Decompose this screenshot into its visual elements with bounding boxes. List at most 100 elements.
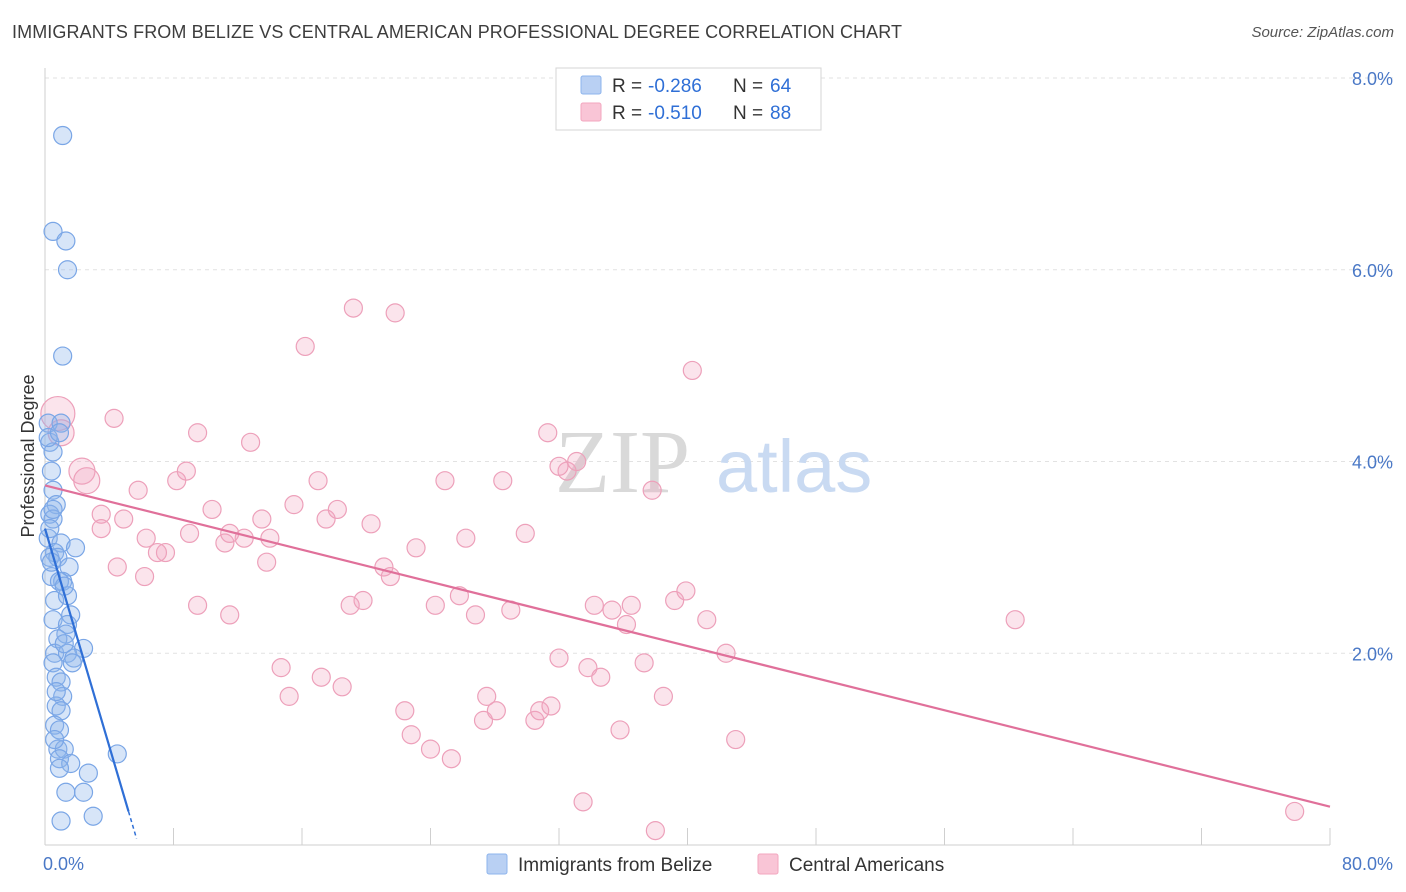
central-point-79 [682, 360, 702, 381]
central-point-26 [271, 658, 291, 678]
series-label-central: Central Americans [789, 855, 944, 876]
legend-r-label-2: R = [612, 103, 642, 124]
belize-point-50 [49, 758, 70, 778]
central-point-4 [104, 408, 124, 428]
central-point-34 [332, 677, 352, 697]
central-point-70 [610, 720, 630, 740]
central-point-86 [260, 528, 280, 548]
central-point-22 [252, 509, 272, 529]
watermark-zip: ZIP [555, 413, 690, 512]
legend-n-value-1: 64 [770, 76, 792, 97]
legend-n-label-1: N = [733, 76, 763, 97]
central-point-3 [73, 467, 101, 495]
x-tick-label-0: 0.0% [43, 854, 84, 874]
central-point-0 [40, 395, 76, 432]
central-point-45 [420, 739, 441, 759]
belize-point-52 [56, 782, 76, 802]
central-point-65 [573, 792, 593, 812]
central-trend-line [44, 484, 1331, 808]
belize-point-58 [54, 634, 74, 654]
belize-point-28 [43, 610, 63, 630]
central-point-12 [155, 542, 176, 563]
central-point-53 [477, 686, 497, 706]
belize-point-59 [46, 681, 66, 702]
belize-point-51 [78, 763, 98, 783]
central-point-55 [493, 471, 513, 491]
belize-point-49 [61, 753, 81, 774]
central-point-15 [176, 461, 196, 481]
belize-point-61 [49, 423, 70, 443]
central-point-83 [1005, 610, 1025, 630]
central-point-18 [215, 533, 235, 553]
belize-point-55 [83, 806, 103, 826]
legend-swatch-pink [580, 102, 602, 122]
series-swatch-central [757, 853, 779, 875]
source-note: Source: ZipAtlas.com [1251, 24, 1394, 41]
central-point-16 [187, 423, 208, 443]
central-point-11 [134, 566, 155, 587]
central-point-24 [187, 595, 208, 615]
central-point-78 [676, 581, 696, 601]
central-point-35 [340, 595, 360, 615]
y-tick-label-2: 6.0% [1352, 261, 1393, 281]
belize-point-54 [51, 811, 71, 831]
watermark-atlas: atlas [716, 425, 872, 508]
central-point-80 [697, 610, 717, 630]
central-point-76 [653, 686, 674, 706]
central-point-8 [91, 519, 111, 539]
y-tick-label-0: 2.0% [1352, 644, 1393, 664]
belize-point-63 [45, 729, 65, 750]
legend-r-value-2: -0.510 [648, 103, 702, 124]
legend-r-label-1: R = [612, 76, 642, 97]
belize-point-16 [51, 533, 71, 553]
belize-point-6 [51, 413, 71, 433]
central-point-60 [538, 423, 558, 443]
central-point-23 [257, 552, 277, 572]
belize-point-39 [51, 672, 71, 692]
belize-trend-extension [127, 811, 138, 839]
belize-point-9 [38, 427, 58, 448]
x-tick-label-1: 80.0% [1342, 854, 1393, 874]
central-point-33 [327, 499, 347, 520]
central-point-54 [486, 701, 506, 721]
belize-trend-line [43, 528, 130, 812]
central-point-9 [107, 557, 127, 577]
central-point-58 [525, 710, 545, 730]
central-point-7 [128, 480, 148, 500]
central-point-64 [567, 451, 587, 472]
central-point-59 [530, 701, 550, 721]
belize-point-0 [53, 125, 73, 146]
legend-n-value-2: 88 [770, 103, 791, 124]
belize-point-44 [49, 720, 70, 740]
legend-swatch-blue [580, 75, 602, 95]
central-point-13 [147, 542, 168, 563]
central-point-14 [167, 471, 187, 491]
belize-point-37 [62, 653, 82, 673]
central-point-84 [1285, 801, 1305, 822]
central-point-47 [435, 471, 455, 491]
central-point-62 [549, 648, 569, 668]
central-point-37 [353, 590, 373, 611]
central-point-50 [456, 528, 476, 548]
central-point-6 [114, 509, 134, 529]
chart-title: IMMIGRANTS FROM BELIZE VS CENTRAL AMERIC… [12, 22, 903, 42]
grid-lines [45, 77, 1395, 654]
belize-point-36 [43, 653, 63, 673]
central-point-66 [578, 658, 598, 678]
central-point-27 [279, 686, 299, 706]
central-point-44 [406, 538, 426, 558]
y-axis-label: Professional Degree [18, 374, 38, 537]
data-points [38, 125, 1305, 841]
belize-point-56 [40, 519, 60, 539]
central-point-82 [726, 729, 746, 750]
watermark: ZIP atlas [555, 413, 872, 512]
central-point-52 [473, 710, 494, 730]
central-point-85 [549, 456, 569, 476]
central-point-41 [385, 303, 405, 323]
central-point-43 [401, 725, 421, 745]
central-point-67 [584, 595, 604, 615]
central-point-20 [234, 528, 254, 548]
belize-point-1 [43, 221, 63, 241]
y-tick-label-1: 4.0% [1352, 453, 1393, 473]
